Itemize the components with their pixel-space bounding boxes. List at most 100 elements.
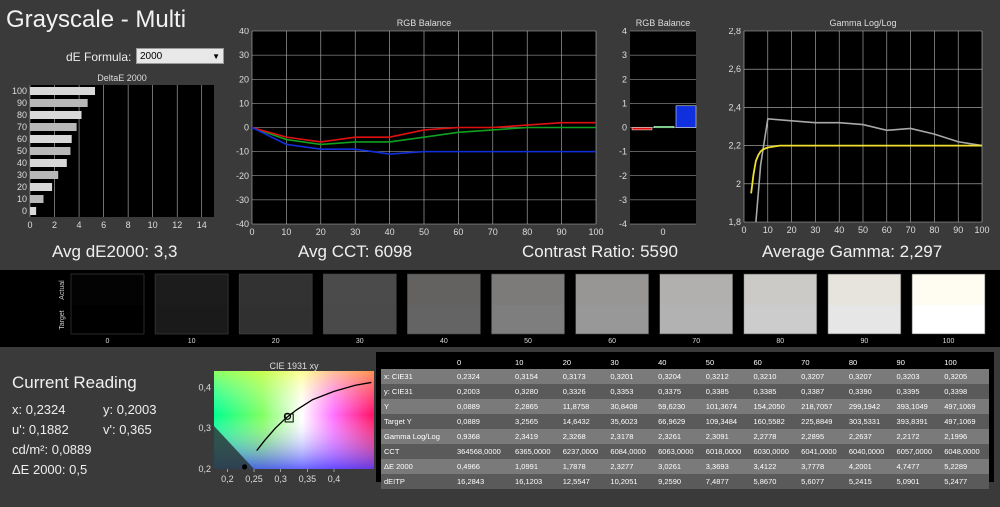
table-cell: 6030,0000 xyxy=(750,444,799,459)
gamma-x-tick: 40 xyxy=(834,225,844,235)
avg-de-summary: Avg dE2000: 3,3 xyxy=(52,242,178,261)
rgb-y-tick: -10 xyxy=(236,147,249,157)
deltae-y-tick: 10 xyxy=(17,194,27,204)
patch-target xyxy=(743,305,817,334)
table-cell: Target Y xyxy=(381,414,455,429)
current-v: v': 0,365 xyxy=(103,422,152,437)
rgb-x-tick: 60 xyxy=(453,227,463,237)
table-cell: 2,2172 xyxy=(893,429,942,444)
rgb-bar-title: RGB Balance xyxy=(635,18,691,28)
patch-frame xyxy=(407,273,481,335)
de-formula-select[interactable]: 2000 ▼ xyxy=(136,48,224,64)
table-cell: 0,3387 xyxy=(798,384,846,399)
patch-frame xyxy=(743,273,818,335)
table-cell: ΔE 2000 xyxy=(381,459,455,474)
table-cell: 0,3395 xyxy=(893,384,942,399)
table-cell: 0,9368 xyxy=(454,429,513,444)
gamma-x-tick: 90 xyxy=(953,225,963,235)
patch-label: 0 xyxy=(106,338,110,345)
deltae-x-tick: 0 xyxy=(27,220,32,230)
de-formula-value: 2000 xyxy=(140,51,163,62)
table-row: ΔE 2000 0,4966 1,0991 1,7878 2,3277 3,0261 3,3… xyxy=(381,459,989,474)
rgb-x-tick: 70 xyxy=(488,227,498,237)
table-cell: 497,1069 xyxy=(941,414,989,429)
table-cell: 1,0991 xyxy=(512,459,560,474)
rgb-y-tick: -40 xyxy=(236,219,249,229)
table-cell: 2,3178 xyxy=(607,429,656,444)
rgb-y-tick: 10 xyxy=(239,98,249,108)
table-cell: 0,3390 xyxy=(845,384,894,399)
table-cell: 0,3353 xyxy=(607,384,656,399)
table-cell: 218,7057 xyxy=(798,399,846,414)
deltae-x-tick: 14 xyxy=(197,220,207,230)
table-cell: 2,3268 xyxy=(559,429,608,444)
patch-actual xyxy=(407,274,481,305)
patch-target xyxy=(659,305,733,334)
deltae-x-tick: 8 xyxy=(126,220,131,230)
current-cd: cd/m²: 0,0889 xyxy=(12,442,92,457)
table-header-cell: 60 xyxy=(750,355,799,369)
table-cell: 5,0901 xyxy=(893,474,942,489)
rgb-series-red xyxy=(251,121,596,143)
table-cell: 1,7878 xyxy=(559,459,608,474)
cie-chart: 0,2 0,25 0,3 0,35 0,4 0,4 0,3 0,2 xyxy=(198,371,374,484)
table-cell: dEITP xyxy=(381,474,455,489)
deltae-y-tick: 40 xyxy=(17,158,27,168)
rgb-bar-y-tick: -1 xyxy=(619,147,627,157)
patch-frame xyxy=(659,273,734,335)
rgb-y-tick: 30 xyxy=(239,50,249,60)
deltae-title: DeltaE 2000 xyxy=(97,73,147,83)
rgb-y-tick: -30 xyxy=(236,195,249,205)
rgb-bar-blue xyxy=(675,105,697,128)
contrast-summary: Contrast Ratio: 5590 xyxy=(522,242,678,261)
gamma-x-tick: 100 xyxy=(974,225,989,235)
table-cell: 2,2778 xyxy=(750,429,799,444)
table-cell: 0,2324 xyxy=(454,369,513,384)
table-row: CCT 364568,0000 6365,0000 6237,0000 6084,000… xyxy=(381,444,989,459)
rgb-x-tick: 10 xyxy=(281,227,291,237)
patch-target xyxy=(71,305,144,334)
chevron-down-icon: ▼ xyxy=(212,52,220,61)
deltae-y-tick: 50 xyxy=(17,146,27,156)
cie-y-tick: 0,3 xyxy=(198,423,211,433)
patch-frame xyxy=(911,273,986,335)
rgb-x-tick: 80 xyxy=(522,227,532,237)
rgb-y-tick: 20 xyxy=(239,74,249,84)
patch-target-label: Target xyxy=(59,310,66,330)
gamma-x-tick: 80 xyxy=(929,225,939,235)
table-cell: 59,6230 xyxy=(655,399,703,414)
cie-x-tick: 0,3 xyxy=(274,474,287,484)
table-row: Target Y 0,0889 3,2565 14,6432 35,6023 66,962… xyxy=(381,414,989,429)
table-cell: 0,3207 xyxy=(798,369,846,384)
table-row: Y 0,0889 2,2865 11,8758 30,8408 59,6230 101,36… xyxy=(381,399,989,414)
table-cell: 6063,0000 xyxy=(655,444,703,459)
table-cell: 2,3277 xyxy=(607,459,656,474)
table-header-cell: 40 xyxy=(655,355,703,369)
deltae-x-tick: 6 xyxy=(101,220,106,230)
cie-outside-locus xyxy=(214,426,254,469)
patch-target xyxy=(239,305,313,334)
patch-actual xyxy=(659,274,733,305)
deltae-x-tick: 10 xyxy=(148,220,158,230)
table-header-cell: 20 xyxy=(559,355,608,369)
gamma-chart: 2,8 2,6 2,4 2,2 2 1,80 10 20 30 40 50 60 70 80 90 100 xyxy=(728,28,989,235)
cie-target-box xyxy=(284,413,294,423)
deltae-bar xyxy=(30,159,67,167)
patch-label: 90 xyxy=(861,338,869,345)
rgb-bar-x-tick: 0 xyxy=(660,227,665,237)
patch-label: 40 xyxy=(440,338,448,345)
gamma-x-tick: 70 xyxy=(906,225,916,235)
gamma-x-tick: 20 xyxy=(787,225,797,235)
data-table-panel: 0 10 20 30 40 50 60 70 80 90 100 x: CIE31 0,2324 0,31… xyxy=(376,352,994,489)
deltae-bar xyxy=(30,99,88,107)
rgb-x-tick: 30 xyxy=(350,227,360,237)
rgb-bar-y-tick: 3 xyxy=(622,50,627,60)
table-cell: 3,4122 xyxy=(750,459,799,474)
table-cell: 5,8670 xyxy=(750,474,799,489)
table-header-row: 0 10 20 30 40 50 60 70 80 90 100 xyxy=(381,355,989,369)
deltae-y-tick: 30 xyxy=(17,170,27,180)
patch-target xyxy=(912,305,985,334)
patch-actual xyxy=(71,274,144,305)
rgb-x-tick: 90 xyxy=(557,227,567,237)
